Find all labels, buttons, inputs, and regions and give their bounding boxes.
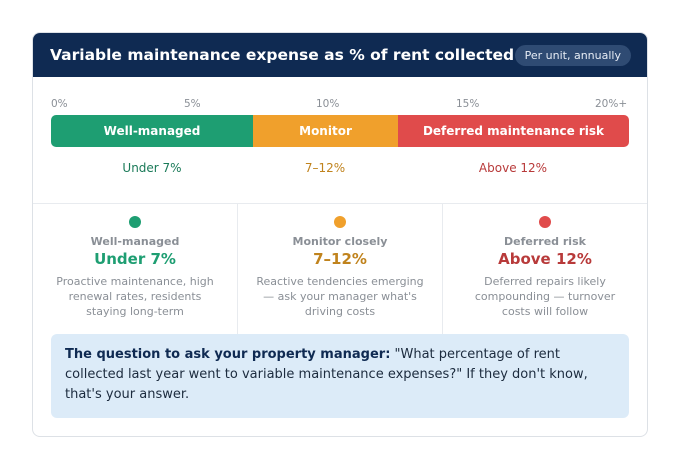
range-label-well-managed: Under 7% — [122, 161, 182, 175]
tier-title: Well-managed — [90, 235, 180, 248]
tier-well-managed: Well-managed Under 7% Proactive maintena… — [33, 204, 238, 334]
tier-monitor: Monitor closely 7–12% Reactive tendencie… — [238, 204, 443, 334]
tick-label: 10% — [316, 98, 340, 110]
tier-title: Monitor closely — [292, 235, 388, 248]
segment-well-managed: Well-managed — [51, 115, 253, 147]
card-title: Variable maintenance expense as % of ren… — [50, 46, 515, 64]
callout-text: "What percentage of rent collected last … — [65, 347, 588, 402]
card-header: Variable maintenance expense as % of ren… — [33, 33, 647, 77]
segment-deferred-risk: Deferred maintenance risk — [398, 115, 629, 147]
tier-description: Proactive maintenance, high renewal rate… — [56, 275, 214, 318]
frequency-badge: Per unit, annually — [514, 44, 631, 66]
callout-lead: The question to ask your property manage… — [65, 347, 391, 362]
benchmark-card: Variable maintenance expense as % of ren… — [32, 32, 648, 437]
range-bar: Well-managed Monitor Deferred maintenanc… — [51, 115, 629, 147]
tick-label: 5% — [184, 98, 201, 110]
manager-question-callout: The question to ask your property manage… — [51, 334, 629, 418]
scale-section: 0% 5% 10% 15% 20%+ Well-managed Monitor … — [33, 77, 647, 204]
range-label-monitor: 7–12% — [304, 161, 346, 175]
tier-value: Above 12% — [498, 250, 592, 268]
status-dot-icon — [539, 216, 551, 228]
tick-label: 0% — [51, 98, 68, 110]
tier-description: Reactive tendencies emerging — ask your … — [256, 275, 424, 318]
tier-value: Under 7% — [94, 250, 176, 268]
tier-value: 7–12% — [313, 250, 367, 268]
status-dot-icon — [334, 216, 346, 228]
tier-title: Deferred risk — [504, 235, 586, 248]
tier-columns: Well-managed Under 7% Proactive maintena… — [33, 204, 647, 334]
tier-deferred-risk: Deferred risk Above 12% Deferred repairs… — [443, 204, 647, 334]
tick-label: 15% — [456, 98, 480, 110]
range-label-deferred-risk: Above 12% — [478, 161, 548, 175]
tier-description: Deferred repairs likely compounding — tu… — [474, 275, 616, 318]
status-dot-icon — [129, 216, 141, 228]
tick-label: 20%+ — [595, 98, 628, 110]
segment-monitor: Monitor — [253, 115, 398, 147]
